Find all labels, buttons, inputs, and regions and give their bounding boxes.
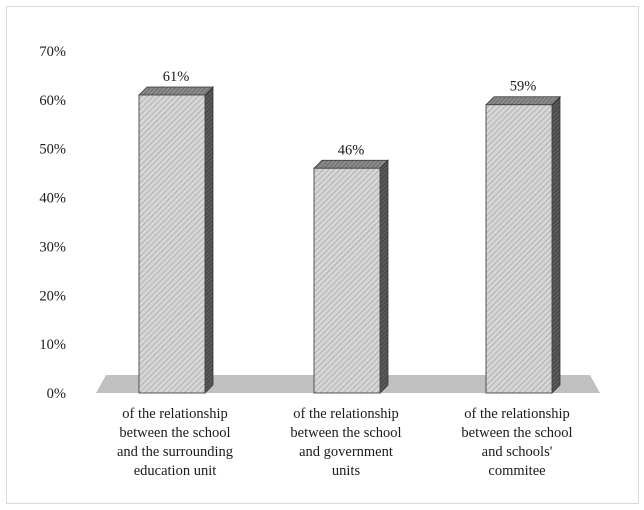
y-tick-label: 40%	[39, 191, 66, 207]
bar	[138, 86, 214, 394]
bar-side	[551, 95, 561, 394]
bar-top	[485, 96, 561, 106]
y-tick-label: 70%	[39, 44, 66, 60]
bar-front	[485, 104, 553, 394]
data-label: 46%	[338, 142, 365, 158]
y-tick-label: 50%	[39, 142, 66, 158]
data-label: 61%	[163, 69, 190, 85]
bar	[485, 95, 561, 394]
y-tick-label: 30%	[39, 239, 66, 255]
bar-side	[379, 159, 389, 394]
y-tick-label: 0%	[47, 386, 66, 402]
y-tick-label: 10%	[39, 337, 66, 353]
bar-side	[204, 86, 214, 394]
bar	[313, 159, 389, 394]
category-label: of the relationship between the school and…	[117, 406, 233, 479]
bar-top	[138, 86, 214, 96]
y-tick-label: 20%	[39, 288, 66, 304]
y-tick-label: 60%	[39, 93, 66, 109]
y-axis-ticks: 0% 10% 20% 30% 40% 50% 60% 70%	[39, 44, 66, 402]
bar-top	[313, 159, 389, 169]
category-label: of the relationship between the school and…	[290, 406, 401, 479]
category-label: of the relationship between the school and…	[461, 406, 572, 479]
data-labels: 61% 46% 59%	[163, 69, 537, 158]
bars	[138, 86, 561, 394]
category-labels: of the relationship between the school and…	[117, 406, 573, 479]
data-label: 59%	[510, 79, 537, 95]
bar-front	[313, 167, 381, 394]
bar-front	[138, 94, 206, 394]
